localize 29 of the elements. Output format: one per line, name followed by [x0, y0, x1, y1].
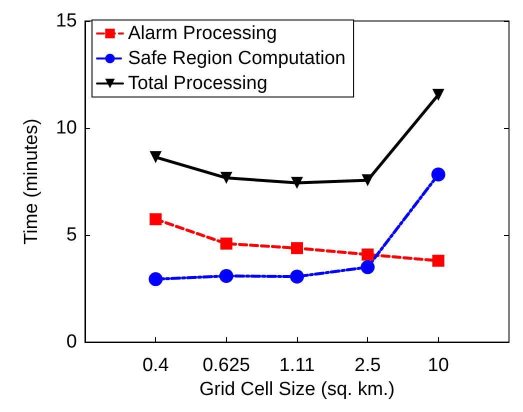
point [360, 260, 375, 274]
point [220, 172, 232, 184]
x-tick-label: 10 [428, 355, 449, 376]
point [148, 272, 163, 286]
x-tick-label: 2.5 [354, 355, 381, 376]
point [220, 238, 232, 250]
point [150, 151, 162, 164]
point [290, 270, 304, 284]
legend-label: Total Processing [128, 73, 268, 94]
y-tick-label: 15 [56, 10, 77, 32]
legend-label: Safe Region Computation [128, 48, 346, 69]
y-tick-label: 10 [56, 118, 77, 139]
x-tick-label: 1.11 [279, 355, 315, 376]
y-tick-label: 5 [66, 224, 77, 246]
legend-label: Alarm Processing [128, 23, 277, 44]
point [219, 268, 234, 283]
point [291, 176, 303, 189]
point [150, 213, 162, 226]
x-axis-title: Grid Cell Size (sq. km.) [199, 379, 395, 400]
point [431, 167, 446, 182]
y-axis-title: Time (minutes) [21, 118, 42, 245]
point [362, 248, 374, 261]
x-tick-label: 0.4 [142, 355, 170, 376]
point [432, 254, 444, 267]
x-tick-label: 0.625 [202, 355, 250, 376]
point [362, 174, 374, 186]
point [291, 242, 303, 254]
point [432, 88, 444, 101]
y-tick-label: 0 [66, 332, 77, 353]
